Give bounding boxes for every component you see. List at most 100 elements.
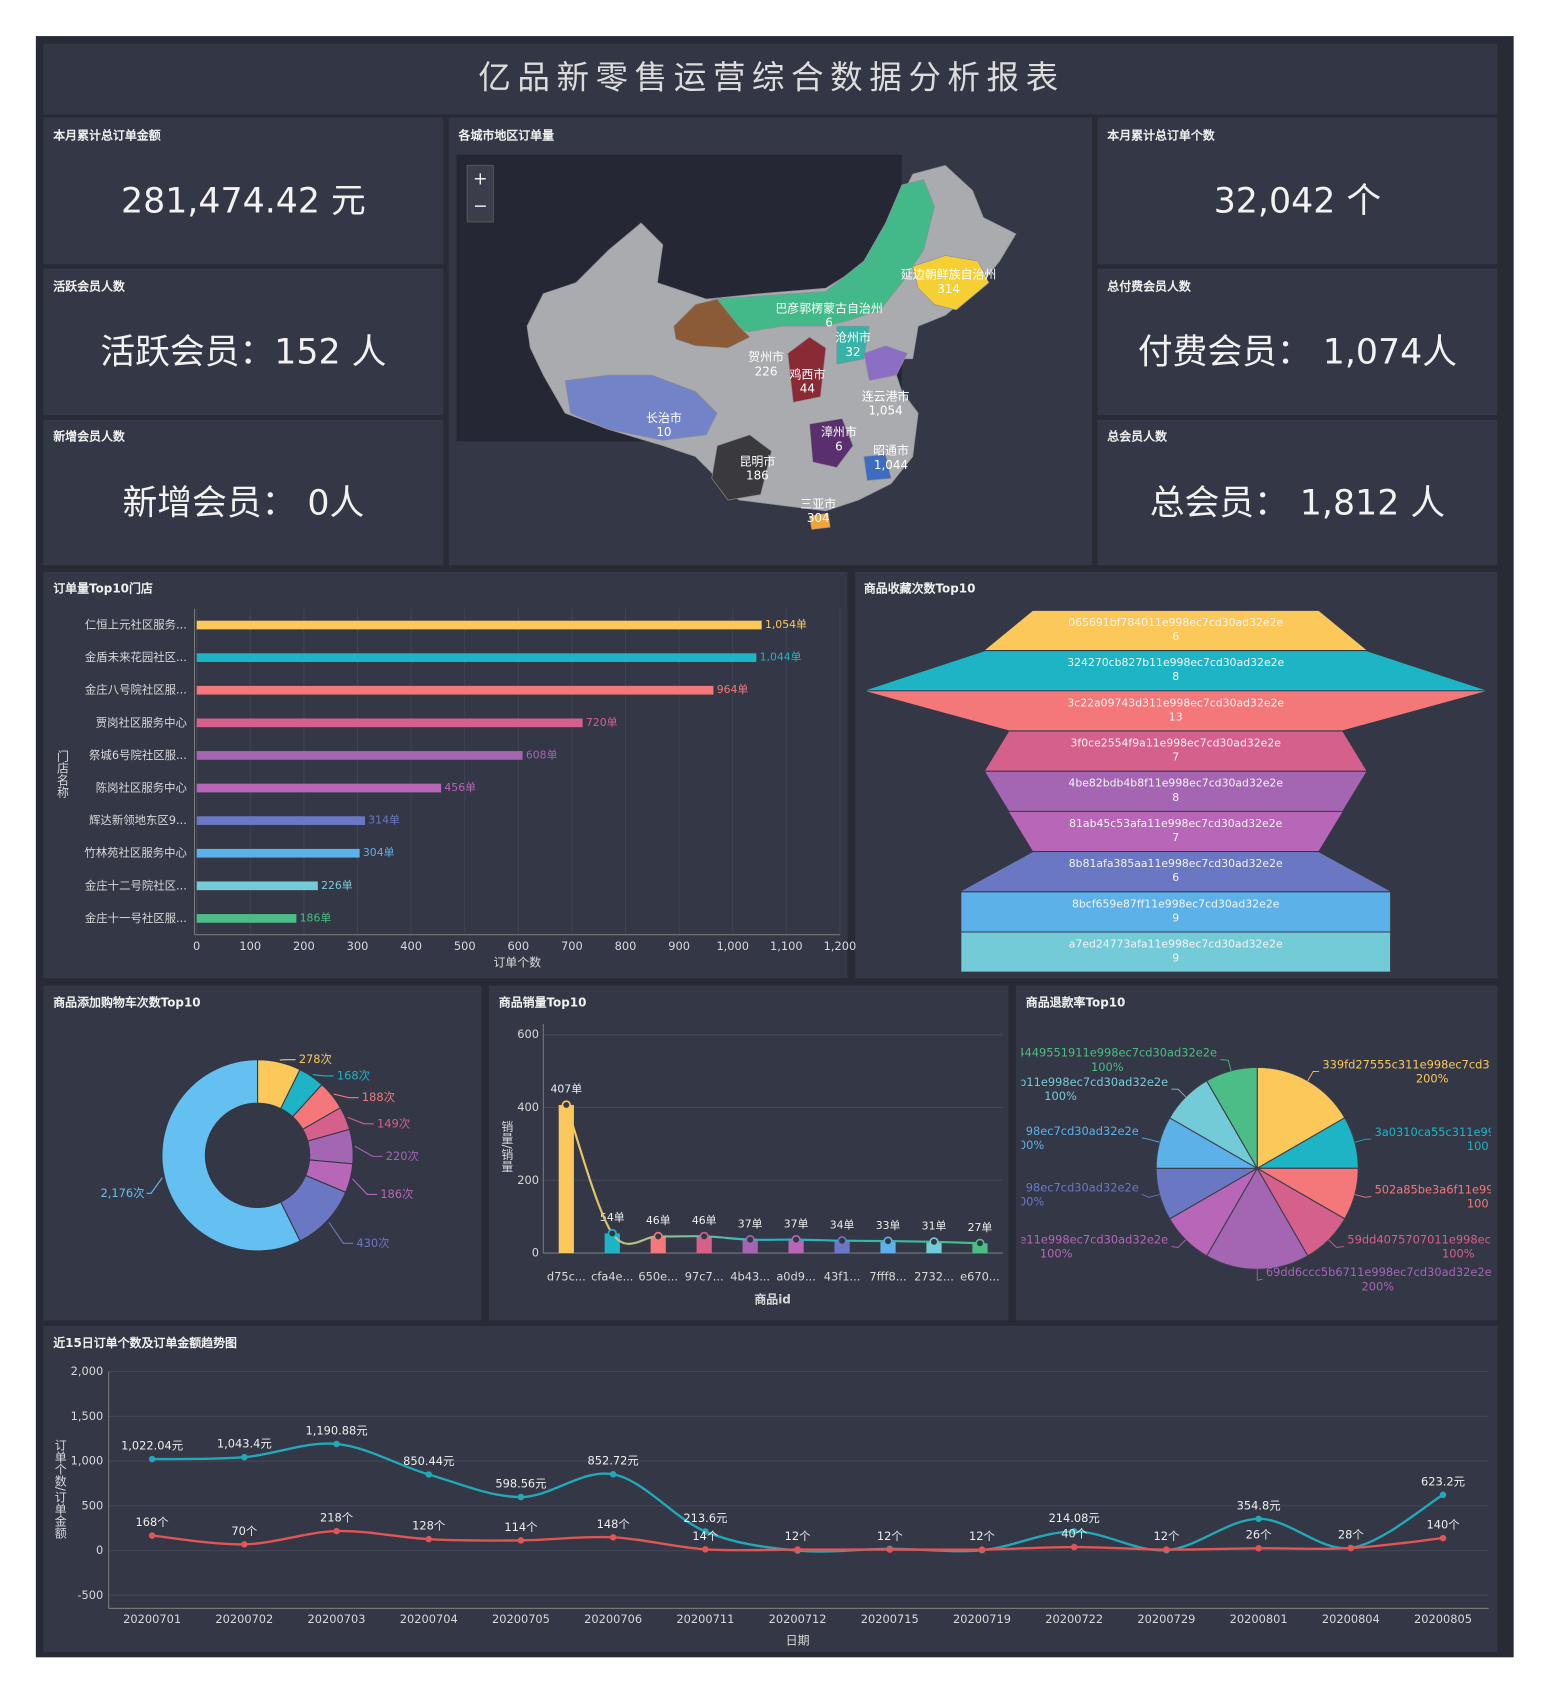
trend-point (745, 1235, 755, 1245)
trend-point (791, 1235, 801, 1245)
x-tick-label: 20200729 (1137, 1612, 1195, 1626)
x-tick-label: 1,100 (770, 939, 803, 953)
y-tick-label: 0 (532, 1246, 539, 1260)
value-label: 100% (1044, 1089, 1077, 1103)
value-label: 168个 (136, 1515, 170, 1529)
x-tick-label: 800 (615, 939, 637, 953)
series-point (333, 1527, 340, 1535)
value-label: 852.72元 (588, 1454, 639, 1468)
x-tick-label: 20200801 (1230, 1612, 1288, 1626)
kpi-value: 新增会员： 0人 (123, 483, 365, 523)
funnel-segment (866, 691, 1486, 731)
x-tick-label: 20200705 (492, 1612, 550, 1626)
slice-label: b11e998ec7cd30ad32e2e (1019, 1075, 1168, 1089)
value-label: 304单 (363, 846, 395, 859)
y-tick-label: 辉达新领地东区9... (89, 813, 187, 827)
value-label: 964单 (717, 683, 749, 696)
kpi-title: 活跃会员人数 (53, 279, 126, 294)
value-label: 2,176次 (101, 1186, 145, 1200)
x-tick-label: 200 (293, 939, 315, 953)
kpi-panels: 本月累计总订单金额 281,474.42 元 活跃会员人数 活跃会员：152 人… (43, 117, 1498, 566)
region-name: 漳州市 (821, 424, 857, 439)
value-label: 1,044单 (760, 651, 802, 664)
region-name: 沧州市 (835, 330, 871, 345)
map-region (809, 512, 831, 530)
y-tick-label: 金庄八号院社区服... (85, 683, 187, 697)
x-tick-label: 20200703 (308, 1612, 366, 1626)
trend-point (607, 1228, 617, 1239)
value-label: 46单 (692, 1214, 717, 1227)
slice-label: 3a0310ca55c311e99 (1375, 1125, 1495, 1139)
value-label: 608单 (526, 748, 558, 761)
x-tick-label: 2732... (914, 1269, 954, 1283)
y-axis-title: 门店名称 (55, 749, 69, 798)
kpi-title: 总付费会员人数 (1107, 279, 1192, 294)
zoom-out[interactable]: − (473, 197, 488, 217)
value-label: 354.8元 (1237, 1498, 1281, 1512)
x-tick-label: 1,000 (716, 939, 749, 953)
series-point (886, 1546, 894, 1553)
bar (972, 1243, 988, 1254)
panel (1097, 419, 1498, 566)
y-axis-title: 销量/销量 (500, 1120, 514, 1172)
leader-line (1220, 1059, 1232, 1071)
pie-chart: 339fd27555c311e998ec7cd3200%3a0310ca55c3… (1019, 1046, 1495, 1294)
value-label: 720单 (586, 716, 618, 729)
leader-line (1256, 1269, 1263, 1281)
region-name: 巴彦郭楞蒙古自治州 (775, 300, 882, 315)
y-tick-label: 2,000 (71, 1364, 104, 1378)
zoom-in[interactable]: + (473, 170, 488, 190)
kpi-title: 本月累计总订单金额 (53, 128, 161, 143)
funnel-segment (985, 731, 1367, 771)
series-point (702, 1546, 709, 1553)
x-tick-label: 97c7... (685, 1269, 724, 1283)
series-point (241, 1541, 248, 1548)
panel (1097, 117, 1498, 265)
trend-point (561, 1100, 571, 1110)
funnel-label: 8bcf659e87ff11e998ec7cd30ad32e2e (1072, 897, 1280, 910)
value-label: 1,043.4元 (217, 1437, 272, 1451)
value-label: 128个 (412, 1519, 446, 1533)
series-point (148, 1532, 156, 1539)
x-tick-label: cfa4e... (591, 1269, 633, 1283)
value-label: 40个 (1061, 1526, 1087, 1540)
y-tick-label: 贾岗社区服务中心 (96, 715, 187, 729)
region-value: 6 (835, 439, 843, 453)
y-tick-label: -500 (77, 1588, 103, 1602)
funnel-segment (985, 771, 1367, 811)
series-point (1070, 1543, 1078, 1551)
y-tick-label: 竹林苑社区服务中心 (84, 846, 187, 860)
y-tick-label: 500 (81, 1498, 103, 1512)
map-region (863, 454, 892, 481)
value-label: 598.56元 (495, 1476, 546, 1490)
value-label: 14个 (692, 1529, 718, 1543)
bar (558, 1104, 574, 1254)
region-value: 226 (755, 364, 778, 378)
x-tick-label: e670... (960, 1269, 1000, 1283)
trend-point (837, 1236, 847, 1246)
bar (788, 1239, 804, 1254)
leader-line (312, 1074, 334, 1077)
value-label: 100 (1467, 1139, 1489, 1153)
bar (742, 1239, 758, 1254)
series-point (609, 1470, 617, 1478)
kpi-value: 付费会员： 1,074人 (1138, 332, 1457, 372)
region-name: 贺州市 (748, 349, 784, 364)
series-point (978, 1546, 986, 1553)
panel (43, 985, 482, 1321)
funnel-value: 6 (1172, 630, 1179, 643)
value-label: 226单 (321, 879, 353, 892)
region-name: 鸡西市 (789, 367, 825, 382)
panel (43, 268, 444, 416)
value-label: 100% (1040, 1247, 1073, 1261)
title-bar (43, 43, 1498, 115)
region-value: 10 (656, 425, 671, 439)
funnel-segment (961, 932, 1391, 972)
bar (196, 718, 583, 728)
trend-point (883, 1236, 893, 1246)
map-region (711, 179, 935, 332)
map-region (787, 336, 827, 403)
value-label: 278次 (299, 1052, 332, 1066)
x-tick-label: 20200722 (1045, 1612, 1103, 1626)
